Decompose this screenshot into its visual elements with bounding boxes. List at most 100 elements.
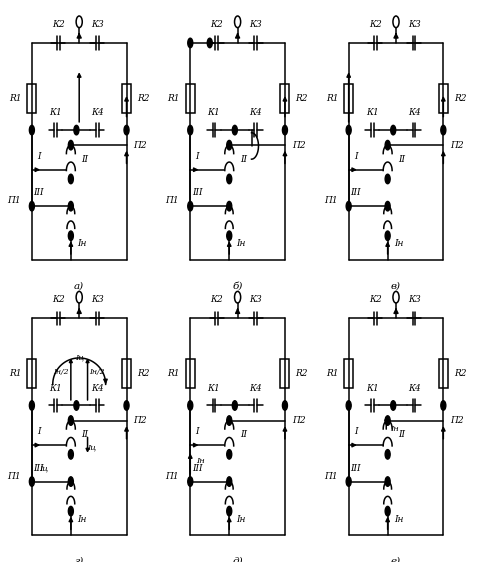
Text: III: III [33,188,44,197]
Text: Iн: Iн [236,515,245,524]
Text: II: II [398,430,405,439]
Text: К4: К4 [408,384,420,393]
Text: К1: К1 [207,384,220,393]
Circle shape [227,477,232,486]
Text: R1: R1 [9,369,22,378]
Bar [122,84,131,113]
Text: К3: К3 [91,20,104,29]
Text: III: III [192,188,202,197]
Text: П2: П2 [133,140,147,149]
Text: К1: К1 [49,384,62,393]
Text: R1: R1 [168,369,180,378]
Circle shape [346,477,351,486]
Circle shape [346,201,351,211]
Circle shape [385,140,390,150]
Text: д): д) [232,557,243,562]
Bar [439,84,448,113]
Circle shape [74,125,79,135]
Text: Iн/2: Iн/2 [90,369,105,377]
Text: К4: К4 [408,108,420,117]
Text: R1: R1 [168,94,180,103]
Text: е): е) [391,557,401,562]
Circle shape [188,125,193,135]
Circle shape [441,401,446,410]
Text: Iн/2: Iн/2 [53,369,69,377]
Text: II: II [240,430,247,439]
Text: К1: К1 [49,108,62,117]
Text: К2: К2 [369,295,382,305]
Circle shape [441,125,446,135]
Bar [344,84,353,113]
Text: К2: К2 [210,295,223,305]
Text: II: II [81,155,88,164]
Text: Iн: Iн [394,515,404,524]
Circle shape [29,477,35,486]
Circle shape [124,125,129,135]
Circle shape [124,401,129,410]
Text: К4: К4 [91,108,104,117]
Text: П2: П2 [450,140,464,149]
Text: К1: К1 [366,384,379,393]
Bar [27,84,36,113]
Text: П1: П1 [324,196,337,205]
Circle shape [227,450,232,459]
Circle shape [227,140,232,150]
Text: Iн: Iн [394,239,404,248]
Text: К2: К2 [52,20,65,29]
Text: П1: П1 [166,472,179,481]
Text: Iн: Iн [77,239,87,248]
Circle shape [68,416,73,425]
Text: г): г) [74,557,84,562]
Circle shape [68,140,73,150]
Circle shape [346,125,351,135]
Circle shape [385,477,390,486]
Text: Iн: Iн [236,239,245,248]
Bar [280,84,289,113]
Text: П1: П1 [324,472,337,481]
Text: К2: К2 [210,20,223,29]
Bar [122,359,131,388]
Text: R1: R1 [9,94,22,103]
Text: П2: П2 [450,416,464,425]
Text: К2: К2 [369,20,382,29]
Circle shape [188,477,193,486]
Circle shape [385,416,390,425]
Text: R2: R2 [454,94,466,103]
Text: I: I [354,427,358,437]
Circle shape [74,401,79,410]
Text: III: III [350,188,360,197]
Circle shape [227,506,232,516]
Circle shape [391,125,396,135]
Text: I: I [354,152,358,161]
Text: Iц: Iц [74,354,84,362]
Text: R2: R2 [137,94,149,103]
Circle shape [188,38,193,48]
Text: К3: К3 [408,295,420,305]
Text: К3: К3 [91,295,104,305]
Circle shape [227,174,232,184]
Text: К1: К1 [366,108,379,117]
Text: R2: R2 [137,369,149,378]
Text: К3: К3 [249,295,262,305]
Circle shape [385,174,390,184]
Text: П1: П1 [7,472,21,481]
Circle shape [29,401,35,410]
Text: Iн: Iн [390,425,399,433]
Text: П2: П2 [133,416,147,425]
Text: а): а) [74,282,84,291]
Circle shape [29,125,35,135]
Text: К4: К4 [91,384,104,393]
Text: К4: К4 [249,108,262,117]
Circle shape [232,125,237,135]
Circle shape [68,506,73,516]
Text: Iц: Iц [39,465,48,473]
Text: П2: П2 [292,140,306,149]
Text: II: II [240,155,247,164]
Circle shape [68,174,73,184]
Circle shape [68,231,73,241]
Text: П1: П1 [166,196,179,205]
Text: II: II [81,430,88,439]
Circle shape [188,401,193,410]
Text: R1: R1 [326,94,338,103]
Circle shape [29,201,35,211]
